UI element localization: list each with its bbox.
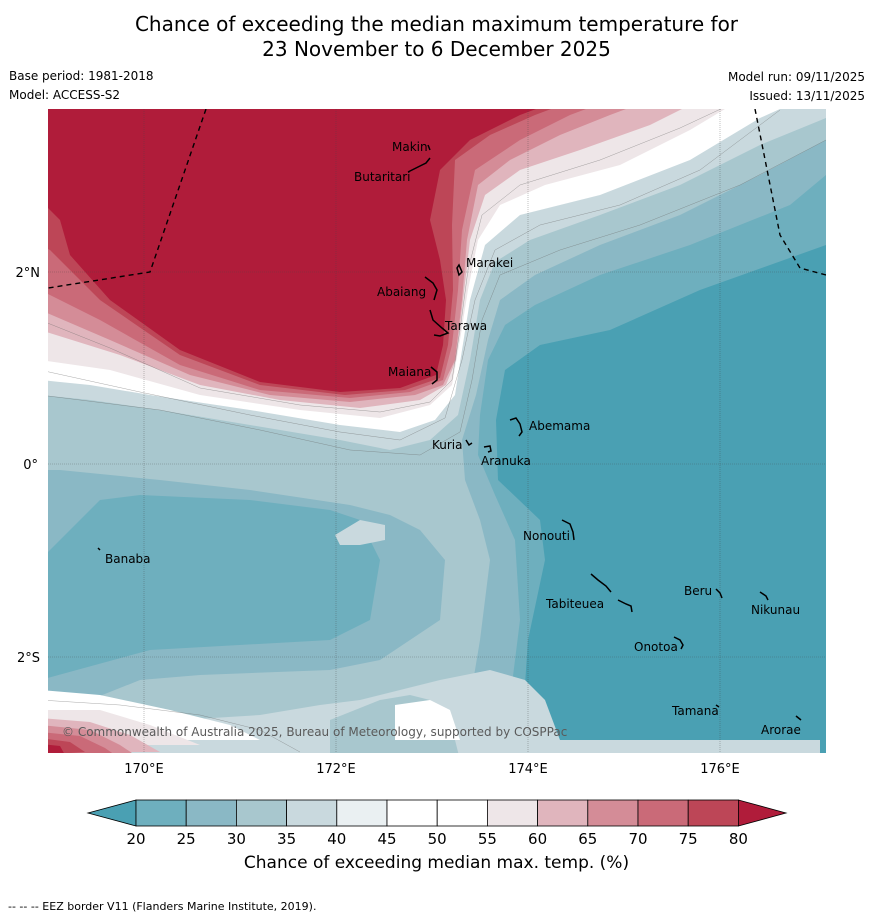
lat-tick-2s: 2°S [17, 651, 40, 666]
colorbar-segment-50 [436, 799, 488, 827]
island-banaba [97, 547, 101, 551]
label-nonouti: Nonouti [523, 529, 570, 543]
colorbar-tick-20: 20 [126, 830, 145, 848]
colorbar-tick-80: 80 [729, 830, 748, 848]
label-arorae: Arorae [761, 723, 801, 737]
colorbar-segment-60 [537, 799, 589, 827]
label-beru: Beru [684, 584, 712, 598]
lon-tick-174: 174°E [508, 762, 548, 777]
model-name: Model: ACCESS-S2 [9, 88, 121, 102]
label-banaba: Banaba [105, 552, 151, 566]
lon-tick-172: 172°E [316, 762, 356, 777]
title-line-2: 23 November to 6 December 2025 [262, 37, 611, 61]
lon-tick-170: 170°E [124, 762, 164, 777]
colorbar-tick-35: 35 [277, 830, 296, 848]
island-kuria [465, 439, 473, 447]
label-onotoa: Onotoa [634, 640, 678, 654]
lon-tick-176: 176°E [700, 762, 740, 777]
base-period: Base period: 1981-2018 [9, 69, 154, 83]
island-onotoa [673, 636, 684, 650]
contour-lines [48, 109, 826, 753]
title-line-1: Chance of exceeding the median maximum t… [134, 12, 739, 36]
place-labels: Makin Butaritari Marakei Abaiang Tarawa … [105, 140, 801, 737]
band-above-80 [48, 109, 536, 753]
island-arorae [795, 715, 802, 721]
temperature-contour-field: Makin Butaritari Marakei Abaiang Tarawa … [48, 109, 826, 753]
label-nikunau: Nikunau [751, 603, 800, 617]
island-tarawa [429, 309, 450, 337]
issued-date: Issued: 13/11/2025 [749, 89, 865, 103]
colorbar-segment-75 [687, 799, 739, 827]
colorbar-tick-30: 30 [227, 830, 246, 848]
colorbar-tick-60: 60 [528, 830, 547, 848]
colorbar-segment-35 [286, 799, 338, 827]
colorbar-segment-45 [386, 799, 438, 827]
lat-tick-0: 0° [23, 458, 38, 473]
island-marakei [456, 263, 463, 277]
colorbar-segment-30 [235, 799, 287, 827]
label-tamana: Tamana [671, 704, 719, 718]
colorbar-segment-25 [185, 799, 237, 827]
colorbar-label: Chance of exceeding median max. temp. (%… [243, 853, 630, 873]
colorbar-tick-55: 55 [478, 830, 497, 848]
colorbar-tick-25: 25 [177, 830, 196, 848]
island-outlines [97, 144, 802, 721]
colorbar-segment-40 [336, 799, 388, 827]
label-maiana: Maiana [388, 365, 431, 379]
label-tabiteuea: Tabiteuea [545, 597, 604, 611]
colorbar-tick-45: 45 [377, 830, 396, 848]
island-tamana [715, 704, 720, 708]
label-abaiang: Abaiang [377, 285, 426, 299]
colorbar-segment-55 [486, 799, 538, 827]
island-butaritari [407, 157, 431, 173]
colorbar-tick-50: 50 [428, 830, 447, 848]
eez-footnote: -- -- -- EEZ border V11 (Flanders Marine… [8, 900, 317, 913]
colorbar-segment-65 [587, 799, 639, 827]
island-maiana [430, 366, 438, 385]
graticule [48, 109, 826, 753]
model-run: Model run: 09/11/2025 [727, 70, 865, 84]
colorbar-tick-65: 65 [578, 830, 597, 848]
label-makin: Makin [392, 140, 428, 154]
copyright-notice: © Commonwealth of Australia 2025, Bureau… [62, 725, 567, 739]
axis-labels: 170°E 172°E 174°E 176°E 2°N 0° 2°S [16, 266, 740, 777]
island-abemama [509, 417, 523, 437]
island-nikunau [759, 591, 769, 601]
label-abemama: Abemama [529, 419, 590, 433]
label-marakei: Marakei [466, 256, 513, 270]
label-butaritari: Butaritari [354, 170, 411, 184]
colorbar-tick-75: 75 [679, 830, 698, 848]
eez-border [48, 109, 826, 289]
colorbar-under-arrow [86, 799, 137, 827]
island-nonouti [561, 519, 575, 541]
colorbar-segment-70 [637, 799, 689, 827]
colorbar-tick-70: 70 [628, 830, 647, 848]
chart-title: Chance of exceeding the median maximum t… [0, 12, 873, 62]
island-aranuka [483, 445, 492, 453]
colorbar-over-arrow [738, 799, 788, 827]
colorbar: 20 25 30 35 40 45 50 55 60 65 70 75 80 [86, 799, 788, 848]
island-tabiteuea [590, 573, 633, 613]
island-abaiang [424, 276, 438, 301]
colorbar-tick-40: 40 [327, 830, 346, 848]
label-tarawa: Tarawa [444, 319, 487, 333]
lat-tick-2n: 2°N [16, 266, 41, 281]
label-kuria: Kuria [432, 438, 463, 452]
island-makin [427, 144, 431, 151]
label-aranuka: Aranuka [481, 454, 531, 468]
island-beru [715, 588, 723, 599]
colorbar-segment-20 [135, 799, 187, 827]
